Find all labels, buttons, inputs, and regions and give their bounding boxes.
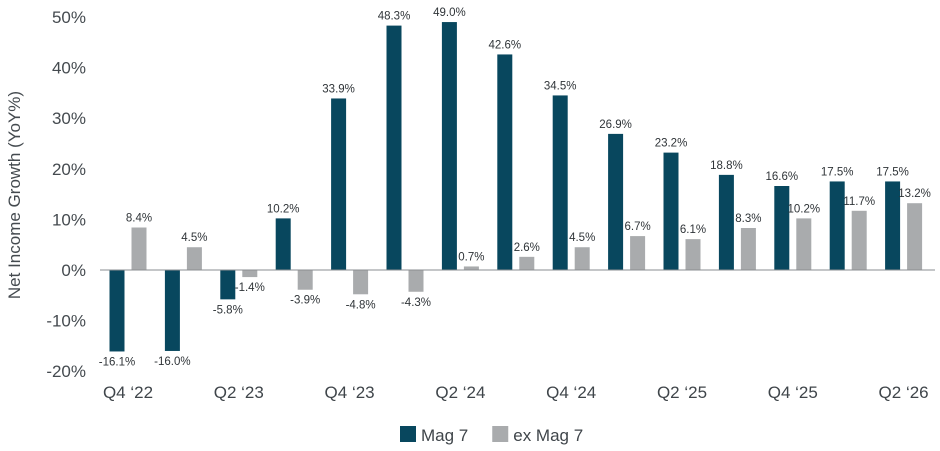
ex-mag7-data-label: 8.3% — [735, 213, 761, 225]
x-tick-label: Q4 ‘25 — [768, 383, 818, 402]
ex-mag7-data-label: -1.4% — [235, 282, 265, 294]
ex-mag7-bar — [242, 270, 258, 278]
mag7-data-label: 33.9% — [322, 83, 355, 95]
ex-mag7-data-label: 8.4% — [126, 212, 152, 224]
x-tick-label: Q2 ‘25 — [657, 383, 707, 402]
mag7-bar — [718, 174, 734, 270]
ex-mag7-data-label: 10.2% — [787, 203, 820, 215]
x-tick-label: Q4 ‘22 — [103, 383, 153, 402]
mag7-bar — [220, 270, 236, 300]
ex-mag7-data-label: 11.7% — [843, 196, 875, 208]
ex-mag7-bar — [796, 218, 812, 270]
mag7-bar — [608, 133, 624, 270]
ex-mag7-bar — [740, 228, 756, 270]
x-tick-label: Q4 ‘24 — [546, 383, 596, 402]
x-tick-label: Q2 ‘24 — [435, 383, 485, 402]
legend-label-mag7: Mag 7 — [421, 426, 468, 445]
ex-mag7-bar — [851, 210, 867, 270]
mag7-data-label: 34.5% — [544, 80, 577, 92]
ex-mag7-data-label: 0.7% — [458, 251, 484, 263]
mag7-data-label: 42.6% — [488, 39, 521, 51]
mag7-bar — [164, 270, 180, 351]
mag7-data-label: 26.9% — [599, 119, 632, 131]
y-tick-label: 0% — [61, 261, 86, 280]
ex-mag7-data-label: 4.5% — [569, 232, 595, 244]
ex-mag7-data-label: 4.5% — [181, 232, 207, 244]
ex-mag7-bar — [574, 247, 590, 270]
x-tick-label: Q2 ‘26 — [879, 383, 929, 402]
y-tick-label: 20% — [52, 160, 86, 179]
mag7-bar — [774, 186, 790, 270]
mag7-data-label: 10.2% — [267, 203, 300, 215]
y-tick-label: -20% — [46, 362, 86, 381]
ex-mag7-bar — [131, 227, 147, 270]
mag7-data-label: 17.5% — [821, 166, 854, 178]
mag7-data-label: 16.6% — [765, 171, 798, 183]
ex-mag7-bar — [297, 270, 313, 290]
mag7-bar — [885, 181, 901, 270]
ex-mag7-data-label: 6.7% — [624, 221, 650, 233]
mag7-bar — [829, 181, 845, 270]
mag7-data-label: 17.5% — [876, 166, 909, 178]
legend-swatch-mag7 — [400, 426, 416, 442]
mag7-bar — [441, 22, 457, 271]
ex-mag7-bar — [353, 270, 369, 295]
mag7-bar — [497, 54, 513, 270]
y-tick-label: 50% — [52, 8, 86, 27]
ex-mag7-data-label: 6.1% — [680, 224, 706, 236]
mag7-data-label: -16.1% — [99, 356, 135, 368]
mag7-bar — [663, 152, 679, 270]
y-tick-label: 40% — [52, 59, 86, 78]
ex-mag7-bar — [186, 247, 202, 270]
x-tick-label: Q2 ‘23 — [214, 383, 264, 402]
ex-mag7-data-label: -4.3% — [401, 297, 431, 309]
mag7-bar — [331, 98, 347, 270]
y-tick-label: 10% — [52, 210, 86, 229]
ex-mag7-data-label: 13.2% — [898, 188, 931, 200]
mag7-bar — [275, 218, 291, 270]
ex-mag7-data-label: 2.6% — [514, 242, 540, 254]
mag7-bar — [552, 95, 568, 271]
ex-mag7-bar — [463, 266, 479, 270]
ex-mag7-bar — [685, 239, 701, 270]
mag7-data-label: -16.0% — [154, 356, 190, 368]
legend-swatch-ex-mag7 — [492, 426, 509, 442]
mag7-data-label: 18.8% — [710, 160, 743, 172]
mag7-data-label: 23.2% — [655, 138, 688, 150]
x-tick-label: Q4 ‘23 — [325, 383, 375, 402]
mag7-data-label: 48.3% — [378, 11, 411, 23]
y-tick-label: 30% — [52, 109, 86, 128]
mag7-bar — [386, 25, 402, 270]
ex-mag7-bar — [630, 236, 646, 270]
ex-mag7-bar — [519, 256, 535, 270]
legend-label-ex-mag7: ex Mag 7 — [513, 426, 583, 445]
ex-mag7-data-label: -3.9% — [290, 295, 320, 307]
mag7-bar — [109, 270, 125, 352]
y-tick-label: -10% — [46, 312, 86, 331]
ex-mag7-data-label: -4.8% — [346, 299, 376, 311]
ex-mag7-bar — [408, 270, 424, 292]
mag7-data-label: -5.8% — [213, 304, 243, 316]
mag7-data-label: 49.0% — [433, 7, 466, 19]
ex-mag7-bar — [907, 203, 923, 270]
y-axis-title: Net Income Growth (YoY%) — [5, 91, 24, 299]
